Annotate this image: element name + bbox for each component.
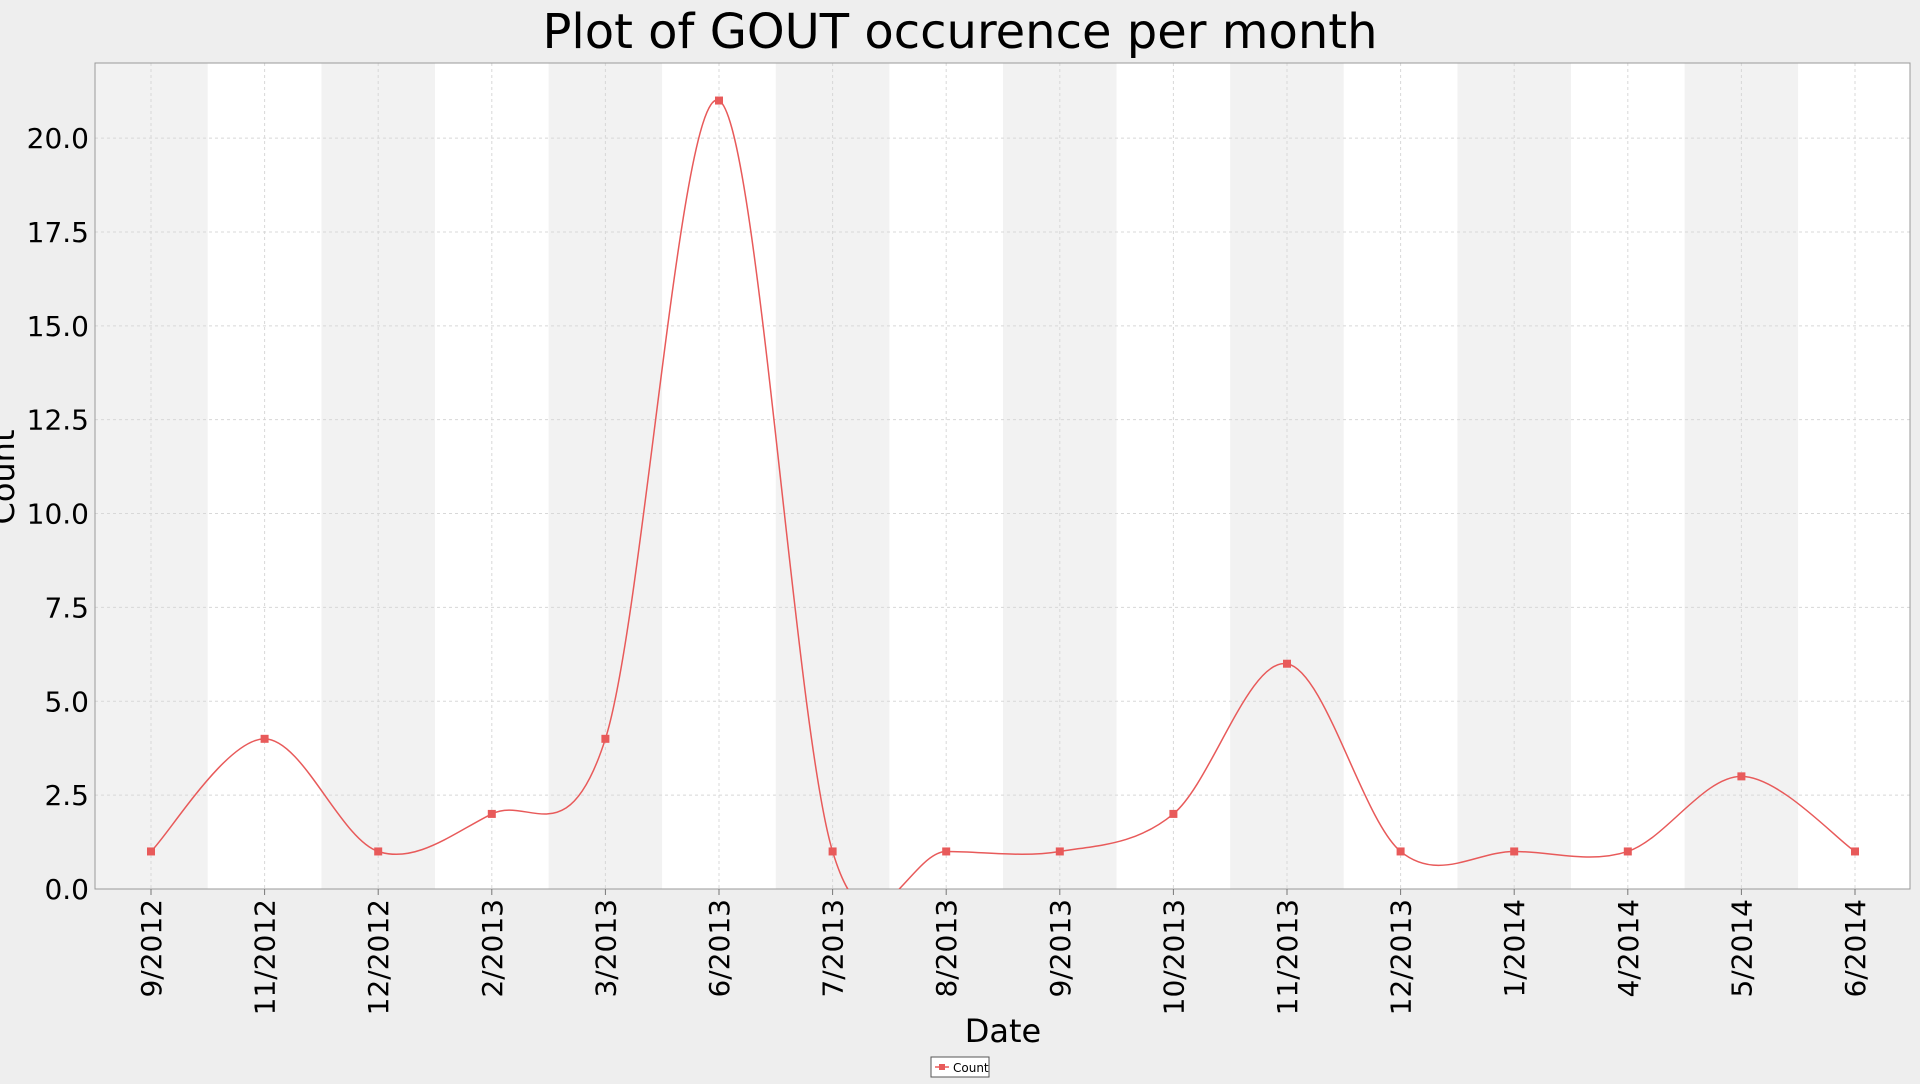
y-tick-label: 15.0 xyxy=(27,310,89,343)
category-band xyxy=(889,63,1003,889)
x-tick-label: 11/2012 xyxy=(249,899,282,1015)
data-point xyxy=(1169,809,1178,818)
data-point xyxy=(601,734,610,743)
x-tick-label: 2/2013 xyxy=(476,899,509,998)
y-tick-label: 2.5 xyxy=(44,779,89,812)
x-tick-label: 11/2013 xyxy=(1271,899,1304,1015)
x-tick-label: 6/2014 xyxy=(1839,899,1872,998)
x-tick-label: 9/2013 xyxy=(1044,899,1077,998)
category-band xyxy=(1798,63,1910,889)
category-band xyxy=(207,63,322,889)
category-band xyxy=(1571,63,1685,889)
legend-marker-icon xyxy=(939,1064,945,1070)
y-tick-label: 0.0 xyxy=(44,873,89,906)
x-tick-label: 9/2012 xyxy=(135,899,168,998)
y-tick-label: 17.5 xyxy=(27,216,89,249)
data-point xyxy=(1510,847,1519,856)
y-tick-label: 20.0 xyxy=(27,122,89,155)
x-tick-label: 12/2012 xyxy=(362,899,395,1015)
category-band xyxy=(1343,63,1458,889)
category-band xyxy=(548,63,663,889)
category-band xyxy=(321,63,435,889)
data-point xyxy=(942,847,951,856)
category-band xyxy=(95,63,208,889)
x-tick-label: 4/2014 xyxy=(1612,899,1645,998)
plot-border xyxy=(94,62,1911,890)
y-tick-label: 12.5 xyxy=(27,404,89,437)
data-point xyxy=(1055,847,1064,856)
data-point xyxy=(1396,847,1405,856)
y-tick-label: 5.0 xyxy=(44,685,89,718)
data-point xyxy=(1737,772,1746,781)
data-point xyxy=(374,847,383,856)
data-point xyxy=(1283,659,1291,668)
x-tick-label: 7/2013 xyxy=(817,899,850,998)
plot-area: 0.0 2.5 5.0 7.5 10.0 12.5 15.0 17.5 20.0 9/2012 11… xyxy=(27,62,1911,1015)
data-point xyxy=(1623,847,1632,856)
data-point xyxy=(715,96,723,105)
category-band xyxy=(435,63,549,889)
x-tick-label: 6/2013 xyxy=(703,899,736,998)
data-point xyxy=(1851,847,1859,856)
category-band xyxy=(775,63,890,889)
legend-label: Count xyxy=(953,1061,989,1075)
x-tick-label: 10/2013 xyxy=(1157,899,1190,1015)
x-tick-label: 1/2014 xyxy=(1498,899,1531,998)
data-point xyxy=(487,809,496,818)
data-point xyxy=(147,847,155,856)
category-band xyxy=(1684,63,1799,889)
y-tick-label: 7.5 xyxy=(44,591,89,624)
y-axis-label: Count xyxy=(0,429,22,524)
x-axis-label: Date xyxy=(965,1012,1041,1050)
chart-title: Plot of GOUT occurence per month xyxy=(542,4,1377,60)
legend-box xyxy=(930,1056,990,1078)
x-tick-label: 5/2014 xyxy=(1725,899,1758,998)
x-tick-label: 12/2013 xyxy=(1385,899,1418,1015)
legend: Count xyxy=(930,1056,990,1078)
data-point xyxy=(260,734,269,743)
y-tick-label: 10.0 xyxy=(27,498,89,531)
x-tick-label: 8/2013 xyxy=(930,899,963,998)
category-band xyxy=(1457,63,1571,889)
x-tick-label: 3/2013 xyxy=(589,899,622,998)
category-band xyxy=(1003,63,1117,889)
category-band xyxy=(1230,63,1344,889)
category-band xyxy=(662,63,776,889)
data-point xyxy=(828,847,837,856)
category-band xyxy=(1116,63,1231,889)
